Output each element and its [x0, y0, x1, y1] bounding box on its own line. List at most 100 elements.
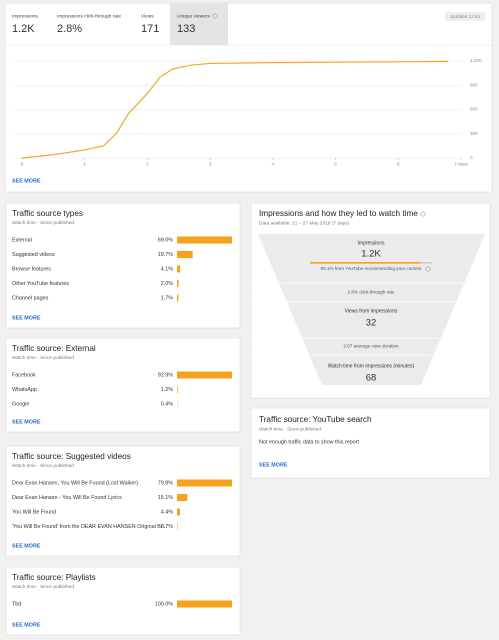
row-value: 0.7%	[161, 524, 173, 530]
row-value: 79.8%	[158, 480, 173, 486]
metric-label[interactable]: Impressions	[12, 13, 38, 19]
card-subtitle: Watch time · Since published	[12, 463, 74, 469]
bar	[177, 371, 232, 379]
recommend-fill	[310, 262, 420, 264]
selected-tab	[170, 3, 228, 45]
x-tick-label: 5	[334, 162, 337, 167]
card	[4, 2, 493, 193]
row-value: 4.4%	[161, 509, 173, 515]
card-subtitle: Watch time · Since published	[12, 584, 74, 590]
x-tick-label: 4	[272, 162, 275, 167]
y-tick-label: 0	[470, 155, 473, 160]
y-tick-label: 1,200	[470, 58, 482, 63]
row-name: Other YouTube features	[12, 281, 69, 287]
metric-value[interactable]: 171	[141, 23, 159, 35]
info-icon	[420, 211, 426, 217]
y-tick-label: 900	[470, 82, 478, 87]
info-icon	[425, 266, 431, 272]
bar	[177, 265, 181, 273]
card-subtitle: Watch time · Since published	[12, 355, 74, 361]
bar	[177, 294, 179, 302]
info-icon	[212, 13, 218, 19]
row-name: External	[12, 237, 32, 243]
card-title: Traffic source: External	[12, 344, 96, 353]
metric-label[interactable]: Impressions click-through rate	[57, 13, 121, 19]
card	[5, 445, 241, 557]
card-title: Traffic source: Suggested videos	[12, 452, 131, 461]
row-name: Google	[12, 401, 29, 407]
card-title: Traffic source types	[12, 209, 83, 218]
x-tick-label: 7 days	[454, 162, 468, 167]
funnel-note: 2.8% click-through rate	[348, 290, 395, 295]
y-tick-label: 300	[470, 131, 478, 136]
row-value: 19.7%	[158, 252, 173, 258]
row-name: Dear Evan Hansen - You Will Be Found Lyr…	[12, 495, 122, 501]
empty-message: Not enough traffic data to show this rep…	[259, 439, 359, 445]
card-title: Traffic source: Playlists	[12, 573, 96, 582]
funnel-label: Views from impressions	[345, 308, 398, 314]
see-more-link[interactable]: SEE MORE	[12, 543, 41, 549]
see-more-link[interactable]: SEE MORE	[12, 419, 41, 425]
row-name: Facebook	[12, 372, 36, 378]
metric-value[interactable]: 1.2K	[12, 23, 35, 35]
x-tick-label: 1	[83, 162, 86, 167]
funnel-label: Watch time from impressions (minutes)	[328, 363, 415, 369]
bar	[177, 280, 179, 287]
metric-value[interactable]: 2.8%	[57, 23, 82, 35]
metric-value[interactable]: 133	[177, 23, 195, 35]
card-subtitle: Watch time · Since published	[12, 220, 74, 226]
funnel-value: 68	[366, 373, 377, 384]
row-value: 1.7%	[161, 295, 173, 301]
x-tick-label: 6	[397, 162, 400, 167]
card-title: Impressions and how they led to watch ti…	[259, 209, 418, 218]
bar	[177, 386, 178, 393]
bar	[177, 479, 232, 487]
y-tick-label: 600	[470, 107, 478, 112]
row-value: 0.4%	[161, 401, 173, 407]
bar	[177, 236, 232, 244]
metric-label[interactable]: Views	[141, 13, 154, 19]
updated-label: Updated 12:44	[450, 14, 481, 19]
x-tick-label: 0	[21, 162, 24, 167]
row-value: 100.0%	[155, 601, 173, 607]
funnel-value: 32	[366, 318, 377, 329]
x-tick-label: 2	[146, 162, 149, 167]
row-name: You Will Be Found	[12, 509, 56, 515]
row-value: 2.0%	[161, 281, 173, 287]
row-value: 92.9%	[158, 372, 173, 378]
card-subtitle: Watch time · Since published	[259, 426, 321, 432]
funnel-value: 1.2K	[361, 249, 381, 260]
row-name: 'You Will Be Found' from the DEAR EVAN H…	[12, 524, 167, 530]
see-more-link[interactable]: SEE MORE	[12, 315, 41, 321]
updated-badge	[445, 12, 485, 21]
row-value: 4.1%	[161, 266, 173, 272]
card	[5, 202, 241, 329]
row-name: Tbd	[12, 601, 21, 607]
metric-label[interactable]: Unique viewers	[177, 13, 210, 19]
data-line	[21, 60, 449, 159]
funnel-label: Impressions	[358, 240, 385, 246]
bar	[177, 600, 232, 608]
card-title: Traffic source: YouTube search	[259, 415, 372, 424]
row-value: 1.2%	[161, 387, 173, 393]
card	[5, 337, 241, 433]
funnel-note: 90.1% from YouTube recommending your con…	[321, 266, 423, 271]
see-more-link[interactable]: SEE MORE	[12, 178, 41, 184]
funnel-shape	[258, 234, 485, 385]
row-name: WhatsApp	[12, 387, 37, 393]
row-name: Browse features	[12, 266, 51, 272]
row-name: Dear Evan Hansen, You Will Be Found (Los…	[12, 480, 138, 486]
bar	[177, 508, 181, 516]
bar	[177, 494, 188, 501]
row-name: Suggested videos	[12, 252, 55, 258]
see-more-link[interactable]: SEE MORE	[12, 622, 41, 628]
card-subtitle: Data available: 21 – 27 May 2018 (7 days…	[259, 220, 350, 226]
row-value: 69.0%	[158, 237, 173, 243]
funnel-note: 2:07 average view duration	[343, 344, 399, 349]
row-value: 15.1%	[158, 495, 173, 501]
see-more-link[interactable]: SEE MORE	[259, 462, 288, 468]
card	[250, 407, 491, 479]
row-name: Channel pages	[12, 295, 49, 301]
